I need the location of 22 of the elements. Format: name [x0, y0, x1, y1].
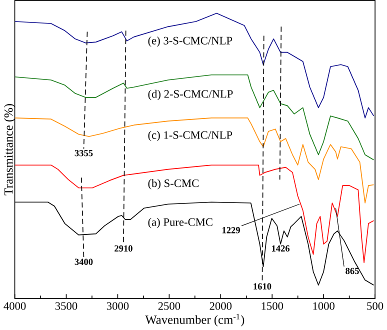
- annotation: 865: [346, 268, 359, 274]
- series-label: (c) 1-S-CMC/NLP: [148, 130, 232, 142]
- x-tick-label: 2000: [210, 302, 232, 310]
- annotation: 2910: [114, 245, 132, 252]
- annotation: 3400: [74, 258, 93, 266]
- series-label: (d) 2-S-CMC/NLP: [148, 90, 233, 100]
- x-axis-title: Wavenumber (cm$^{-1}$): [145, 314, 244, 326]
- x-tick-label: 1500: [262, 302, 284, 310]
- x-tick-label: 3000: [106, 302, 129, 310]
- annotation: 1229: [222, 227, 240, 234]
- x-tick-label: 1000: [313, 302, 334, 310]
- x-tick-label: 3500: [55, 302, 78, 310]
- annotation: 1610: [254, 283, 272, 290]
- series-label: (b) S-CMC: [148, 179, 199, 190]
- x-tick-label: 500: [367, 302, 384, 310]
- x-tick-label: 2500: [158, 302, 180, 310]
- annotation: 1426: [272, 245, 290, 252]
- x-tick-label: 4000: [4, 302, 26, 310]
- annotation: 3355: [74, 150, 93, 156]
- series-label: (e) 3-S-CMC/NLP: [148, 36, 232, 47]
- y-axis-title: Transmittance (%): [4, 104, 16, 196]
- series-label: (a) Pure-CMC: [148, 218, 212, 228]
